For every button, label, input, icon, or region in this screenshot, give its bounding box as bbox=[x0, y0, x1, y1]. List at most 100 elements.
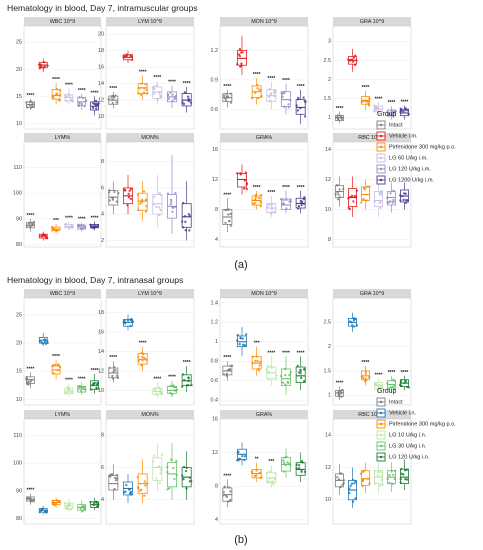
data-point bbox=[289, 463, 292, 467]
data-point bbox=[127, 192, 130, 195]
data-point bbox=[366, 185, 369, 188]
data-point bbox=[348, 195, 352, 199]
data-point bbox=[379, 201, 382, 204]
data-point bbox=[373, 469, 376, 473]
significance-label: **** bbox=[91, 215, 99, 221]
data-point bbox=[66, 507, 69, 511]
data-point bbox=[170, 393, 174, 396]
box-3 bbox=[359, 462, 371, 494]
data-point bbox=[71, 226, 74, 229]
data-point bbox=[142, 91, 146, 94]
legend-label: Vehicle i.n. bbox=[389, 410, 416, 416]
data-point bbox=[406, 199, 409, 202]
data-point bbox=[404, 192, 407, 195]
data-point bbox=[376, 470, 380, 474]
panel-4: GRA 10^9 1 1.5 2 2.5 **** **** **** **** **** bbox=[324, 289, 412, 406]
legend-key-point bbox=[379, 422, 383, 426]
legend-title: Group bbox=[377, 111, 397, 118]
panel-label: WBC 10^9 bbox=[50, 291, 76, 297]
data-point bbox=[289, 98, 292, 102]
panel-6: MON% 4 6 8 bbox=[101, 410, 195, 525]
data-point bbox=[158, 213, 161, 217]
data-point bbox=[182, 465, 186, 469]
significance-label: **** bbox=[65, 82, 73, 88]
data-point bbox=[225, 372, 229, 376]
data-point bbox=[236, 63, 239, 66]
data-point bbox=[236, 339, 239, 342]
box-iqr bbox=[108, 475, 119, 491]
y-tick-label: 20 bbox=[16, 340, 22, 346]
data-point bbox=[143, 480, 146, 483]
data-point bbox=[129, 54, 132, 57]
panel-area bbox=[219, 141, 309, 248]
data-point bbox=[379, 470, 382, 474]
data-point bbox=[239, 458, 242, 461]
data-point bbox=[160, 193, 163, 197]
significance-label: **** bbox=[282, 350, 290, 356]
box-2 bbox=[236, 327, 248, 357]
data-point bbox=[339, 485, 342, 489]
data-point bbox=[402, 198, 405, 202]
data-point bbox=[83, 388, 87, 391]
data-point bbox=[284, 383, 287, 386]
data-point bbox=[175, 474, 178, 477]
panel-label: GRA 10^9 bbox=[360, 19, 384, 25]
data-point bbox=[381, 483, 384, 487]
data-point bbox=[364, 377, 367, 380]
box-5 bbox=[385, 182, 396, 213]
data-point bbox=[128, 189, 131, 192]
data-point bbox=[245, 187, 248, 191]
box-3 bbox=[136, 459, 149, 503]
y-tick-label: 100 bbox=[13, 191, 22, 197]
box-6 bbox=[295, 452, 307, 482]
data-point bbox=[240, 62, 243, 65]
y-tick-label: 0.6 bbox=[211, 378, 219, 384]
box-6: **** bbox=[181, 81, 193, 113]
data-point bbox=[251, 355, 254, 358]
figure-b-caption: (b) bbox=[234, 534, 247, 546]
data-point bbox=[380, 474, 384, 478]
significance-label: ** bbox=[255, 457, 259, 463]
data-point bbox=[334, 193, 337, 196]
data-point bbox=[271, 480, 275, 483]
data-point bbox=[243, 179, 247, 182]
data-point bbox=[351, 500, 355, 503]
data-point bbox=[187, 98, 190, 101]
significance-label: **** bbox=[336, 381, 344, 387]
panel-strip bbox=[333, 289, 411, 298]
panel-label: GRA 10^9 bbox=[360, 291, 384, 297]
panel-label: LYM% bbox=[55, 412, 71, 418]
data-point bbox=[82, 224, 85, 227]
data-point bbox=[379, 484, 382, 487]
y-tick-label: 90 bbox=[16, 488, 22, 494]
panel-label: MON 10^9 bbox=[251, 291, 277, 297]
box-4: **** bbox=[373, 96, 383, 116]
legend-item: LG 10 U/kg i.n. bbox=[376, 430, 427, 440]
y-tick-label: 110 bbox=[13, 165, 22, 171]
significance-label: **** bbox=[297, 350, 305, 356]
panel-strip bbox=[24, 17, 101, 26]
data-point bbox=[373, 200, 376, 203]
data-point bbox=[111, 94, 114, 97]
data-point bbox=[26, 381, 29, 384]
data-point bbox=[299, 107, 302, 110]
data-point bbox=[58, 89, 62, 92]
data-point bbox=[38, 511, 41, 514]
data-point bbox=[268, 87, 271, 91]
data-point bbox=[146, 482, 149, 485]
data-point bbox=[402, 473, 405, 476]
data-point bbox=[111, 101, 114, 105]
data-point bbox=[390, 470, 393, 473]
box-5: **** bbox=[280, 78, 292, 115]
legend-item: LG 120 U/kg i.m. bbox=[376, 164, 431, 174]
significance-label: **** bbox=[267, 76, 275, 82]
legend-item: LG 60 U/kg i.m. bbox=[376, 153, 428, 163]
data-point bbox=[227, 500, 230, 503]
data-point bbox=[273, 477, 277, 481]
data-point bbox=[297, 204, 301, 208]
data-point bbox=[289, 198, 292, 201]
data-point bbox=[285, 198, 288, 201]
data-point bbox=[267, 378, 270, 381]
box-3: **** bbox=[360, 360, 371, 386]
box-6 bbox=[399, 182, 409, 210]
